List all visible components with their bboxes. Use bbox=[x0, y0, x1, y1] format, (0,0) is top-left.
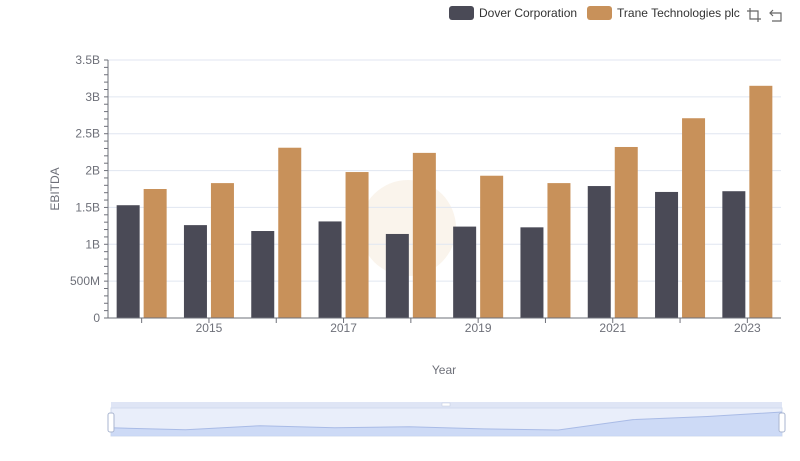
legend: Dover Corporation Trane Technologies plc bbox=[449, 4, 750, 22]
legend-item-trane[interactable]: Trane Technologies plc bbox=[587, 6, 740, 20]
zoom-select-icon[interactable] bbox=[746, 7, 762, 23]
bar-trane-2014 bbox=[143, 189, 167, 318]
legend-item-dover[interactable]: Dover Corporation bbox=[449, 6, 577, 20]
zoom-preview-line bbox=[110, 411, 783, 431]
y-tick-label: 2.5B bbox=[75, 127, 100, 141]
bar-trane-2022 bbox=[682, 118, 706, 318]
bar-dover-2021 bbox=[587, 186, 611, 318]
bars bbox=[116, 85, 773, 318]
bar-trane-2017 bbox=[345, 172, 369, 318]
bar-dover-2020 bbox=[520, 227, 544, 318]
y-axis-label: EBITDA bbox=[48, 167, 62, 210]
x-tick-label: 2019 bbox=[465, 321, 492, 335]
bar-dover-2023 bbox=[722, 191, 746, 318]
x-tick-label: 2023 bbox=[734, 321, 761, 335]
x-tick-label: 2017 bbox=[330, 321, 357, 335]
bar-dover-2017 bbox=[318, 221, 342, 318]
y-tick-label: 500M bbox=[70, 274, 100, 288]
bar-trane-2015 bbox=[210, 183, 234, 318]
data-zoom-slider[interactable] bbox=[107, 402, 786, 437]
restore-icon[interactable] bbox=[768, 7, 784, 23]
x-tick-label: 2021 bbox=[599, 321, 626, 335]
bar-trane-2020 bbox=[547, 183, 571, 318]
zoom-move-handle bbox=[441, 402, 451, 407]
y-tick-label: 3.5B bbox=[75, 53, 100, 67]
y-tick-label: 3B bbox=[85, 90, 100, 104]
bar-trane-2021 bbox=[614, 146, 638, 318]
bar-trane-2019 bbox=[480, 175, 504, 318]
y-tick-label: 0 bbox=[93, 311, 100, 325]
zoom-handle-left bbox=[107, 412, 115, 433]
bar-dover-2015 bbox=[183, 225, 207, 318]
zoom-preview-area bbox=[111, 412, 782, 436]
y-tick-label: 1B bbox=[85, 237, 100, 251]
bar-dover-2014 bbox=[116, 205, 140, 318]
bar-dover-2016 bbox=[251, 231, 275, 318]
bar-trane-2016 bbox=[278, 147, 302, 318]
x-tick-label: 2015 bbox=[196, 321, 223, 335]
legend-swatch-dover bbox=[449, 6, 474, 20]
legend-label-trane: Trane Technologies plc bbox=[617, 6, 740, 20]
legend-swatch-trane bbox=[587, 6, 613, 20]
x-axis: 2015 2017 2019 2021 2023 bbox=[108, 317, 781, 335]
bar-trane-2018 bbox=[412, 152, 436, 318]
bar-dover-2018 bbox=[385, 233, 409, 318]
x-axis-label: Year bbox=[432, 363, 456, 377]
legend-label-dover: Dover Corporation bbox=[479, 6, 578, 20]
bar-trane-2023 bbox=[749, 85, 773, 318]
bar-dover-2019 bbox=[453, 226, 477, 318]
zoom-handle-right bbox=[778, 412, 786, 433]
gridlines bbox=[108, 59, 781, 319]
bar-dover-2022 bbox=[655, 191, 679, 318]
y-tick-label: 2B bbox=[85, 164, 100, 178]
y-tick-label: 1.5B bbox=[75, 200, 100, 214]
y-axis: 0 500M 1B 1.5B 2B 2.5B 3B 3.5B bbox=[70, 53, 109, 325]
toolbox bbox=[746, 7, 784, 23]
